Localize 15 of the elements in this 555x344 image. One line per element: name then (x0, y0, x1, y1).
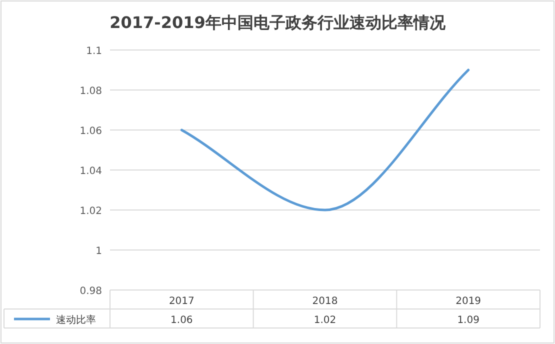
data-label: 1.06 (170, 315, 193, 326)
y-tick-label: 1.04 (80, 166, 102, 177)
title: 2017-2019年中国电子政务行业速动比率情况 (110, 13, 446, 32)
x-tick-label: 2017 (168, 296, 194, 307)
legend-label: 速动比率 (56, 315, 96, 326)
y-tick-label: 1.02 (80, 206, 102, 217)
y-tick-label: 1.06 (80, 126, 102, 137)
y-tick-label: 1 (96, 246, 102, 257)
y-tick-label: 1.08 (80, 86, 102, 97)
y-tick-label: 0.98 (80, 286, 102, 297)
data-label: 1.02 (314, 315, 336, 326)
y-tick-label: 1.1 (86, 46, 102, 57)
x-tick-label: 2018 (312, 296, 338, 307)
data-label: 1.09 (457, 315, 480, 326)
x-tick-label: 2019 (456, 296, 482, 307)
